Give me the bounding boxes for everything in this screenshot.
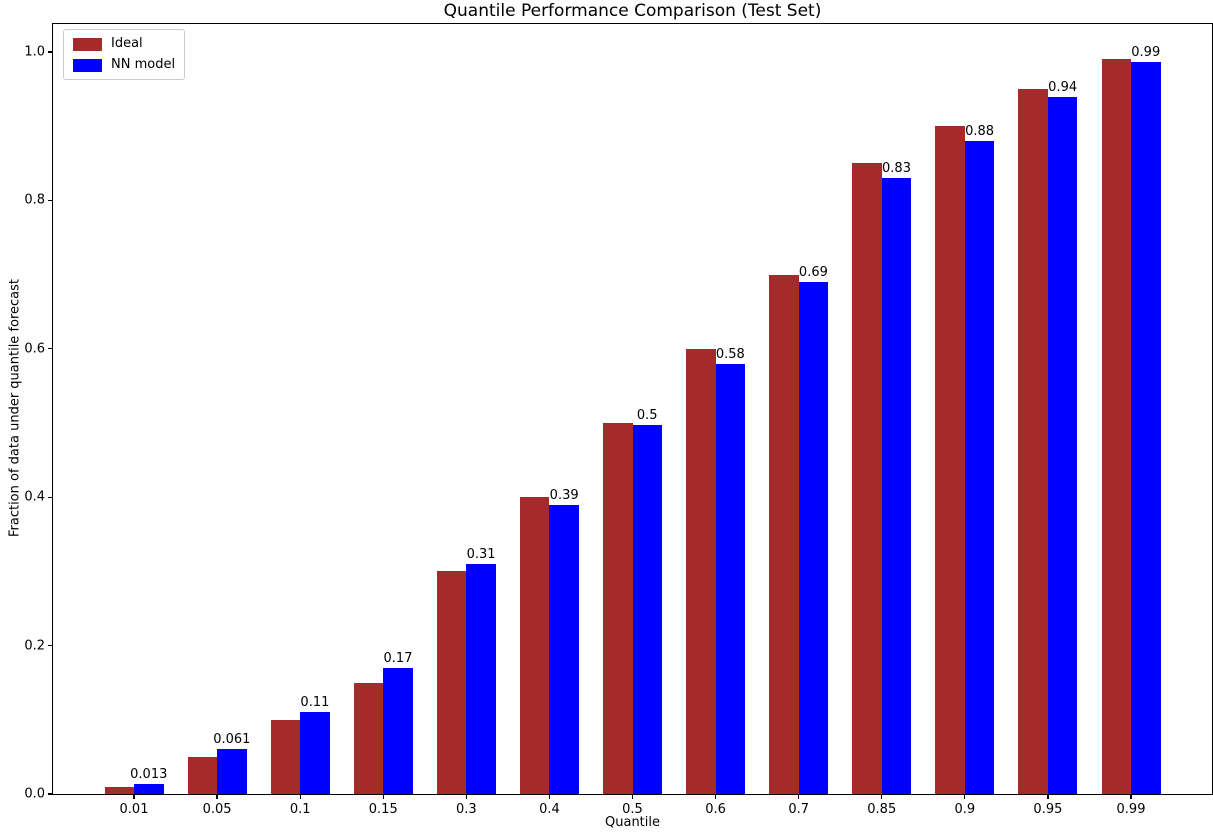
- x-tick-mark: [299, 794, 301, 799]
- bar-ideal: [935, 126, 965, 794]
- x-tick-mark: [964, 794, 966, 799]
- bar-ideal: [519, 497, 550, 794]
- bar-ideal: [104, 786, 134, 794]
- bar-ideal: [769, 274, 799, 794]
- x-tick-label: 0.5: [622, 802, 643, 817]
- x-tick-label: 0.85: [867, 802, 897, 817]
- legend-item-nn-model: NN model: [73, 58, 175, 72]
- bar-nn-model: [1047, 96, 1078, 794]
- x-tick-label: 0.99: [1116, 802, 1146, 817]
- x-tick-mark: [881, 794, 883, 799]
- bar-nn-model: [798, 282, 829, 794]
- y-tick-label: 0.2: [24, 638, 45, 654]
- bar-ideal: [353, 682, 384, 794]
- x-tick-label: 0.7: [788, 802, 809, 817]
- y-tick-label: 0.4: [24, 489, 45, 505]
- bar-ideal: [436, 571, 467, 794]
- bar-nn-model: [1131, 61, 1161, 794]
- bar-value-label: 0.31: [466, 547, 496, 562]
- bar-value-label: 0.39: [549, 487, 579, 503]
- legend-swatch-icon: [73, 37, 102, 51]
- x-tick-label: 0.05: [202, 802, 232, 817]
- y-tick-mark: [48, 348, 53, 350]
- legend-label: Ideal: [111, 36, 143, 51]
- bar-value-label: 0.17: [383, 650, 413, 666]
- bar-value-label: 0.061: [213, 731, 251, 747]
- x-tick-mark: [1130, 794, 1132, 799]
- x-tick-label: 0.1: [289, 802, 311, 817]
- bar-value-label: 0.94: [1048, 79, 1078, 95]
- plot-area: Ideal NN model 0.0 0.2 0.4 0.6 0.8 1.0 0.013 0.0…: [24, 23, 1213, 816]
- x-tick-label: 0.95: [1033, 802, 1063, 817]
- y-tick-label: 0.6: [24, 341, 45, 357]
- bar-nn-model: [466, 564, 496, 794]
- bar-nn-model: [715, 363, 746, 794]
- x-tick-mark: [1047, 794, 1049, 799]
- bar-nn-model: [549, 504, 579, 794]
- x-tick-mark: [548, 794, 550, 799]
- x-tick-mark: [714, 794, 717, 799]
- bar-ideal: [270, 719, 301, 794]
- legend-item-ideal: Ideal: [73, 37, 175, 51]
- x-tick-mark: [631, 794, 634, 799]
- bar-value-label: 0.99: [1131, 44, 1161, 60]
- bar-value-label: 0.11: [300, 695, 330, 711]
- y-tick-mark: [48, 496, 53, 498]
- x-tick-label: 0.3: [455, 802, 477, 817]
- bar-nn-model: [383, 667, 413, 794]
- bar-ideal: [852, 163, 882, 794]
- bar-nn-model: [632, 425, 662, 794]
- bar-nn-model: [964, 141, 995, 794]
- x-tick-mark: [216, 794, 218, 799]
- y-tick-mark: [48, 793, 53, 795]
- legend-label: NN model: [111, 57, 176, 72]
- x-tick-mark: [133, 794, 135, 799]
- y-tick-label: 1.0: [24, 44, 45, 60]
- bar-value-label: 0.88: [965, 124, 995, 140]
- bar-ideal: [1018, 89, 1048, 794]
- x-tick-mark: [465, 794, 467, 799]
- x-tick-label: 0.9: [954, 802, 976, 817]
- bar-ideal: [603, 423, 633, 794]
- chart-title: Quantile Performance Comparison (Test Se…: [443, 1, 822, 21]
- x-tick-label: 0.6: [705, 802, 726, 817]
- y-tick-label: 0.8: [24, 192, 45, 208]
- x-tick-mark: [382, 794, 384, 799]
- bar-nn-model: [217, 748, 247, 794]
- y-tick-mark: [48, 645, 53, 647]
- bar-nn-model: [881, 178, 912, 794]
- bar-value-label: 0.5: [636, 408, 658, 424]
- bar-ideal: [187, 756, 218, 794]
- y-tick-mark: [48, 51, 53, 53]
- legend: Ideal NN model: [63, 29, 186, 80]
- bar-nn-model: [300, 712, 330, 794]
- x-tick-label: 0.4: [539, 802, 560, 817]
- bar-value-label: 0.013: [130, 767, 168, 783]
- x-tick-label: 0.01: [119, 802, 149, 817]
- legend-swatch-icon: [73, 58, 102, 72]
- y-tick-mark: [48, 199, 53, 202]
- x-axis-label: Quantile: [605, 815, 660, 830]
- y-axis-label: Fraction of data under quantile forecast: [7, 278, 23, 538]
- y-tick-label: 0.0: [24, 786, 45, 802]
- bar-ideal: [1101, 59, 1131, 794]
- bar-nn-model: [134, 784, 164, 794]
- bar-ideal: [686, 348, 716, 794]
- bar-value-label: 0.83: [882, 161, 911, 177]
- bar-value-label: 0.58: [715, 346, 745, 362]
- x-tick-label: 0.15: [368, 802, 398, 817]
- bar-value-label: 0.69: [798, 265, 828, 281]
- x-tick-mark: [798, 794, 800, 799]
